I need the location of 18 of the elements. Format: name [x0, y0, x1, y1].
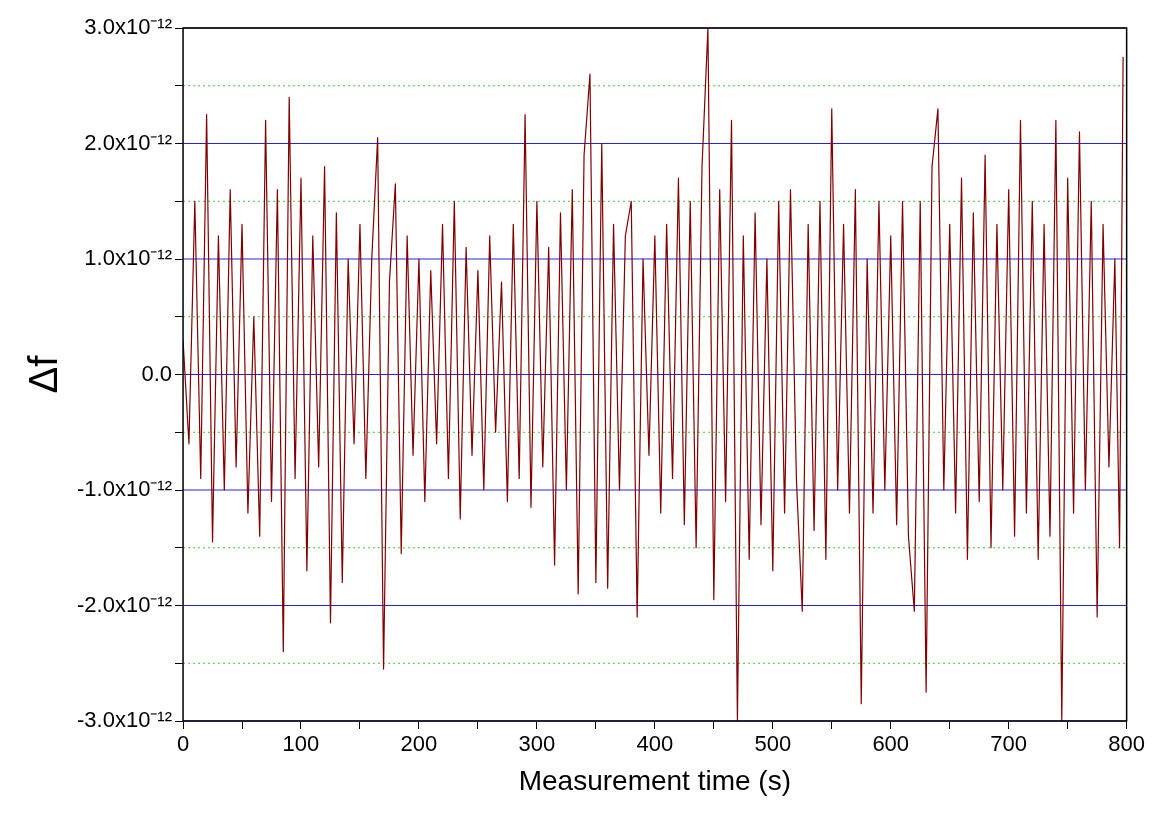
x-axis-title: Measurement time (s)	[518, 764, 791, 796]
x-tick-label: 500	[754, 731, 792, 757]
x-tick-label: 200	[400, 731, 438, 757]
x-tick-label: 600	[872, 731, 910, 757]
x-tick-label: 0	[176, 731, 190, 757]
y-tick-label: 2.0x10⁻¹²	[84, 129, 173, 155]
y-tick-label: -3.0x10⁻¹²	[76, 707, 173, 733]
x-tick-label: 800	[1108, 731, 1146, 757]
y-tick-label: -1.0x10⁻¹²	[76, 476, 173, 502]
x-tick-label: 400	[636, 731, 674, 757]
y-tick-label: -2.0x10⁻¹²	[76, 591, 173, 617]
x-tick-label: 300	[518, 731, 556, 757]
y-tick-label: 1.0x10⁻¹²	[84, 245, 173, 271]
y-tick-label: 3.0x10⁻¹²	[84, 14, 173, 40]
y-tick-label: 0.0	[141, 360, 173, 386]
x-tick-label: 100	[282, 731, 320, 757]
x-tick-label: 700	[990, 731, 1028, 757]
y-axis-title: Δf	[21, 354, 66, 394]
